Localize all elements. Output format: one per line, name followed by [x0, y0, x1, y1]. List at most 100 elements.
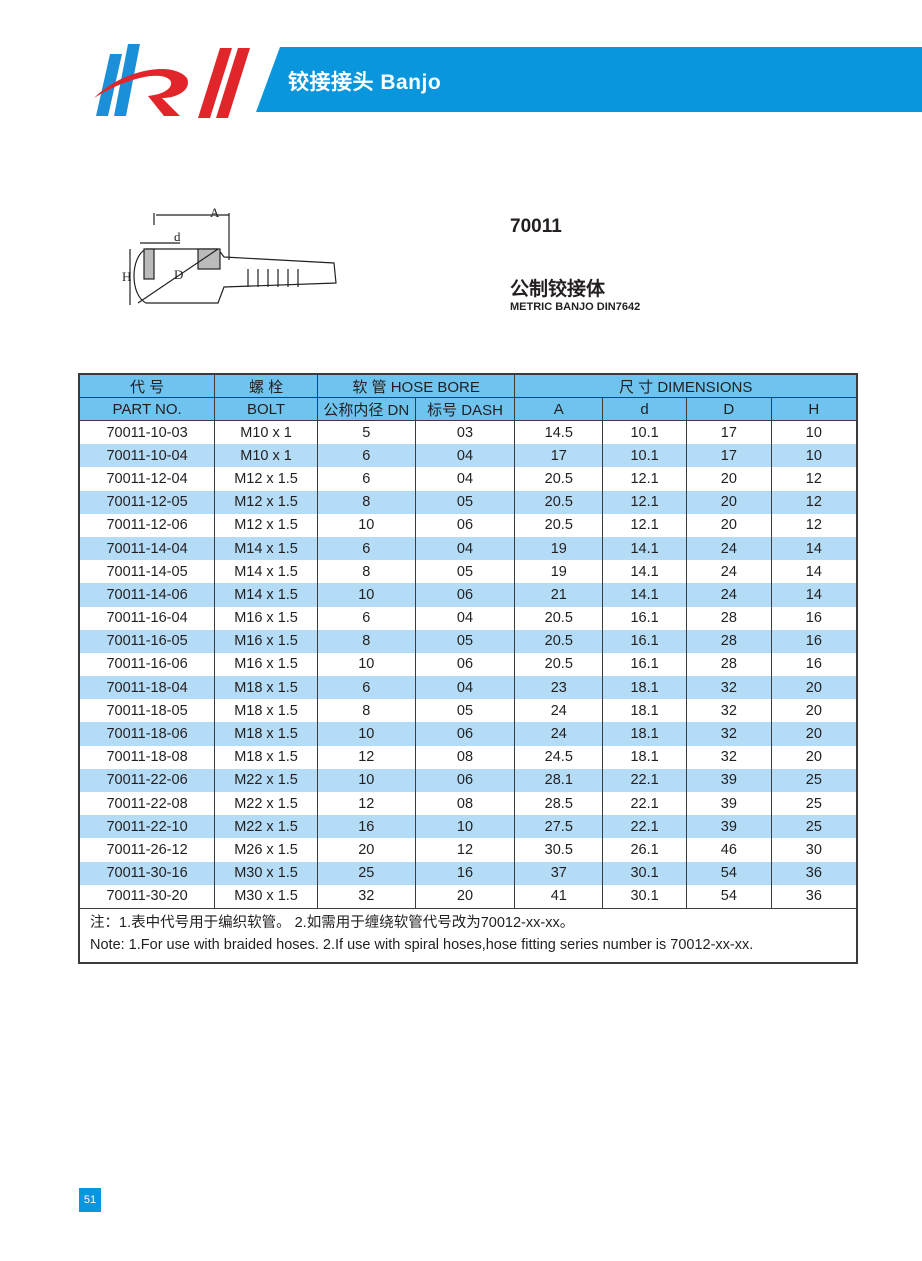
cell-H: 12 — [770, 467, 858, 491]
cell-D: 20 — [685, 467, 772, 491]
cell-d: 30.1 — [602, 861, 687, 885]
cell-D: 24 — [685, 560, 772, 584]
header-banner — [256, 47, 922, 112]
product-name-en: METRIC BANJO DIN7642 — [510, 301, 641, 313]
header-A: A — [514, 397, 604, 421]
cell-A: 41 — [514, 884, 604, 909]
cell-dash: 08 — [414, 745, 516, 769]
cell-A: 28.5 — [514, 792, 604, 816]
table-row: 70011-22-10 M22 x 1.5 16 10 27.5 22.1 39 25 — [78, 815, 858, 839]
header-hose-bore: 软 管 HOSE BORE — [316, 373, 516, 398]
cell-D: 54 — [685, 861, 772, 885]
table-row: 70011-30-20 M30 x 1.5 32 20 41 30.1 54 36 — [78, 884, 858, 909]
cell-dash: 05 — [414, 629, 516, 653]
cell-dash: 12 — [414, 838, 516, 862]
cell-bolt: M14 x 1.5 — [214, 583, 318, 607]
table-row: 70011-16-05 M16 x 1.5 8 05 20.5 16.1 28 16 — [78, 629, 858, 653]
cell-H: 14 — [770, 583, 858, 607]
cell-bolt: M22 x 1.5 — [214, 768, 318, 792]
cell-dash: 06 — [414, 652, 516, 677]
cell-bolt: M18 x 1.5 — [214, 699, 318, 723]
cell-A: 37 — [514, 861, 604, 885]
table-row: 70011-16-06 M16 x 1.5 10 06 20.5 16.1 28 16 — [78, 652, 858, 677]
cell-part-no: 70011-12-05 — [78, 490, 216, 514]
cell-A: 20.5 — [514, 490, 604, 514]
cell-d: 22.1 — [602, 815, 687, 839]
product-code: 70011 — [510, 216, 562, 237]
cell-d: 22.1 — [602, 792, 687, 816]
cell-D: 17 — [685, 444, 772, 468]
cell-A: 20.5 — [514, 606, 604, 630]
cell-A: 20.5 — [514, 467, 604, 491]
cell-bolt: M16 x 1.5 — [214, 606, 318, 630]
table-row: 70011-18-05 M18 x 1.5 8 05 24 18.1 32 20 — [78, 699, 858, 723]
cell-d: 10.1 — [602, 420, 687, 445]
cell-A: 14.5 — [514, 420, 604, 445]
dim-label-A: A — [210, 205, 220, 220]
cell-A: 21 — [514, 583, 604, 607]
cell-part-no: 70011-12-06 — [78, 513, 216, 537]
cell-D: 46 — [685, 838, 772, 862]
cell-d: 18.1 — [602, 745, 687, 769]
table-row: 70011-30-16 M30 x 1.5 25 16 37 30.1 54 36 — [78, 861, 858, 885]
cell-part-no: 70011-10-04 — [78, 444, 216, 468]
cell-A: 17 — [514, 444, 604, 468]
dim-label-D: D — [174, 267, 183, 282]
cell-dash: 03 — [414, 420, 516, 445]
cell-dash: 04 — [414, 536, 516, 561]
cell-dn: 8 — [316, 490, 416, 514]
cell-part-no: 70011-16-05 — [78, 629, 216, 653]
cell-A: 20.5 — [514, 629, 604, 653]
cell-D: 28 — [685, 652, 772, 677]
cell-D: 17 — [685, 420, 772, 445]
header-H: H — [770, 397, 858, 421]
cell-bolt: M30 x 1.5 — [214, 884, 318, 909]
cell-bolt: M10 x 1 — [214, 444, 318, 468]
cell-dn: 20 — [316, 838, 416, 862]
cell-d: 18.1 — [602, 676, 687, 700]
cell-part-no: 70011-18-04 — [78, 676, 216, 700]
cell-bolt: M14 x 1.5 — [214, 560, 318, 584]
header-dn: 公称内径 DN — [316, 397, 416, 421]
table-row: 70011-12-05 M12 x 1.5 8 05 20.5 12.1 20 12 — [78, 490, 858, 514]
cell-d: 18.1 — [602, 722, 687, 746]
table-row: 70011-16-04 M16 x 1.5 6 04 20.5 16.1 28 16 — [78, 606, 858, 630]
cell-bolt: M18 x 1.5 — [214, 745, 318, 769]
cell-A: 27.5 — [514, 815, 604, 839]
cell-dn: 16 — [316, 815, 416, 839]
cell-D: 24 — [685, 536, 772, 561]
cell-bolt: M14 x 1.5 — [214, 536, 318, 561]
table-notes: 注：1.表中代号用于编织软管。 2.如需用于缠绕软管代号改为70012-xx-x… — [78, 907, 858, 964]
header-bolt-cn: 螺 栓 — [214, 373, 318, 398]
cell-d: 16.1 — [602, 652, 687, 677]
cell-bolt: M10 x 1 — [214, 420, 318, 445]
cell-part-no: 70011-22-08 — [78, 792, 216, 816]
cell-A: 24 — [514, 722, 604, 746]
cell-bolt: M30 x 1.5 — [214, 861, 318, 885]
table-row: 70011-22-08 M22 x 1.5 12 08 28.5 22.1 39 25 — [78, 792, 858, 816]
cell-bolt: M22 x 1.5 — [214, 815, 318, 839]
cell-dash: 06 — [414, 513, 516, 537]
cell-dn: 10 — [316, 652, 416, 677]
cell-H: 20 — [770, 699, 858, 723]
cell-D: 32 — [685, 745, 772, 769]
cell-d: 18.1 — [602, 699, 687, 723]
cell-dash: 04 — [414, 444, 516, 468]
cell-d: 12.1 — [602, 513, 687, 537]
header-bolt: BOLT — [214, 397, 318, 421]
table-row: 70011-18-04 M18 x 1.5 6 04 23 18.1 32 20 — [78, 676, 858, 700]
cell-dn: 10 — [316, 768, 416, 792]
cell-D: 28 — [685, 606, 772, 630]
cell-dn: 10 — [316, 513, 416, 537]
cell-part-no: 70011-16-06 — [78, 652, 216, 677]
cell-part-no: 70011-22-10 — [78, 815, 216, 839]
cell-D: 28 — [685, 629, 772, 653]
cell-H: 20 — [770, 676, 858, 700]
cell-H: 12 — [770, 513, 858, 537]
cell-bolt: M18 x 1.5 — [214, 722, 318, 746]
cell-dn: 6 — [316, 676, 416, 700]
table-row: 70011-12-04 M12 x 1.5 6 04 20.5 12.1 20 12 — [78, 467, 858, 491]
cell-D: 39 — [685, 768, 772, 792]
cell-H: 16 — [770, 652, 858, 677]
cell-H: 25 — [770, 815, 858, 839]
